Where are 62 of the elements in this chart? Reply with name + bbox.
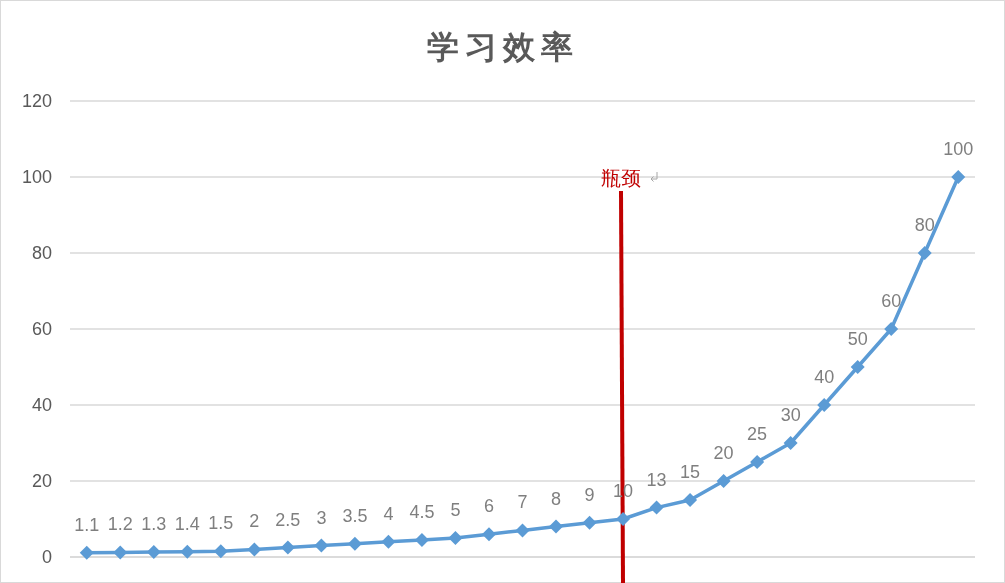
annotation: 瓶颈 (601, 167, 641, 189)
data-label: 40 (814, 367, 835, 387)
point (481, 527, 496, 542)
point (213, 544, 228, 559)
point (649, 500, 664, 515)
point (783, 436, 798, 450)
chart-title: 学习效率 (426, 29, 579, 65)
data-label: 3 (316, 507, 327, 528)
point (750, 455, 765, 469)
data-label: 2.5 (275, 509, 301, 530)
point (582, 515, 597, 530)
point (683, 493, 698, 507)
point (347, 536, 362, 551)
data-label: 6 (483, 496, 494, 517)
data-label: 1.4 (174, 513, 200, 534)
y-tick-label: 60 (31, 319, 52, 340)
data-label: 15 (680, 462, 701, 482)
point (113, 545, 128, 560)
point (414, 532, 429, 547)
y-tick-label: 40 (31, 395, 52, 416)
data-label: 2 (249, 511, 260, 532)
point (381, 534, 396, 549)
point (448, 531, 463, 545)
point (146, 545, 161, 560)
point (515, 523, 530, 538)
data-label: 7 (517, 492, 528, 513)
data-label: 80 (914, 215, 935, 235)
point (180, 544, 195, 559)
data-label: 4 (383, 503, 394, 524)
point (549, 519, 564, 534)
data-label: 1.1 (74, 514, 100, 535)
data-label: 1.5 (208, 513, 234, 534)
data-label: 13 (646, 469, 667, 490)
y-tick-label: 120 (21, 91, 52, 112)
data-label: 1.3 (141, 514, 167, 535)
data-label: 1.2 (107, 514, 133, 535)
point (716, 474, 731, 488)
data-label: 20 (713, 443, 734, 463)
y-tick-label: 80 (31, 243, 52, 264)
point (850, 360, 865, 374)
y-tick-label: 100 (21, 167, 52, 188)
point (616, 512, 631, 526)
data-label: 50 (847, 329, 868, 349)
point (280, 540, 295, 555)
data-label: 25 (747, 424, 768, 444)
data-label: 3.5 (342, 505, 368, 526)
y-tick-label: 0 (41, 547, 52, 568)
data-label: 5 (450, 500, 461, 520)
data-label: 4.5 (409, 501, 435, 522)
data-label: 8 (551, 488, 562, 509)
data-label: 60 (881, 291, 902, 311)
data-label: 30 (780, 405, 801, 425)
point (951, 170, 966, 184)
y-tick-label: 20 (31, 471, 52, 492)
point (247, 542, 262, 557)
point (884, 322, 899, 336)
point (314, 538, 329, 553)
point (79, 545, 94, 560)
data-label: 100 (943, 139, 974, 159)
point (917, 246, 932, 260)
data-label: 9 (584, 484, 595, 505)
point (817, 398, 832, 412)
